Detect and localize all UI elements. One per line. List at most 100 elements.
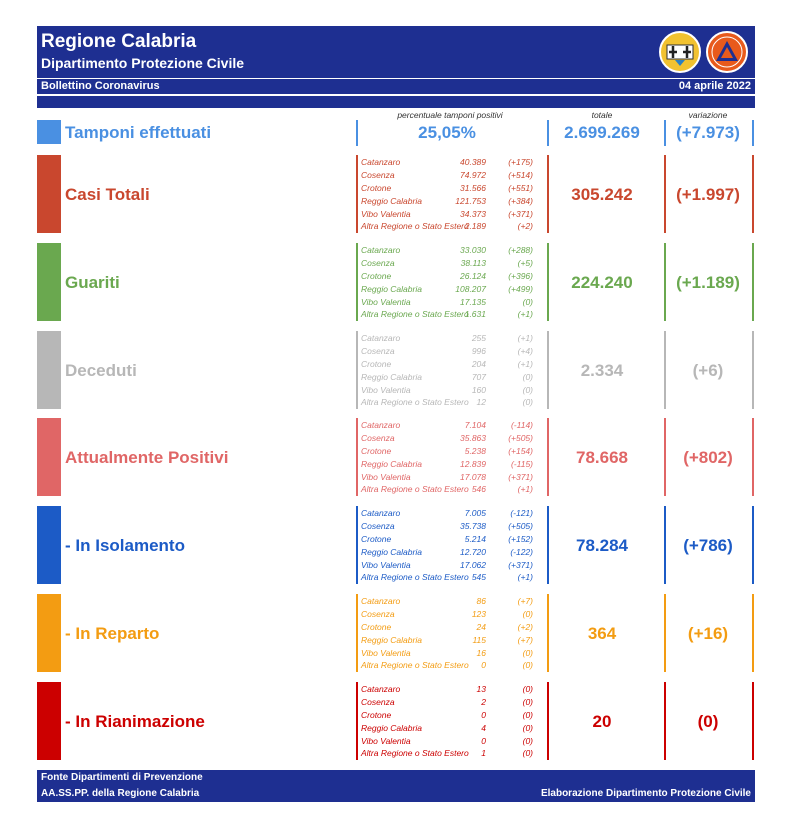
isolamento-label: - In Isolamento xyxy=(65,536,185,555)
province-name: Reggio Calabria xyxy=(361,195,422,206)
province-row: Altra Regione o Stato Estero 1.631 (+1) xyxy=(361,308,541,321)
province-name: Cosenza xyxy=(361,345,395,356)
reparto-divider xyxy=(547,594,549,672)
province-value: 31.566 xyxy=(460,182,486,193)
province-delta: (0) xyxy=(522,660,533,671)
province-row: Reggio Calabria 108.207 (+499) xyxy=(361,283,541,296)
province-row: Vibo Valentia 34.373 (+371) xyxy=(361,208,541,221)
province-name: Reggio Calabria xyxy=(361,283,422,294)
province-name: Crotone xyxy=(361,621,392,632)
header-bar: Regione Calabria Dipartimento Protezione… xyxy=(37,26,755,78)
province-value: 16 xyxy=(476,647,486,658)
province-delta: (-114) xyxy=(510,420,533,430)
province-delta: (+1) xyxy=(517,572,533,583)
province-name: Catanzaro xyxy=(361,684,401,694)
province-row: Cosenza 2 (0) xyxy=(361,696,541,709)
province-delta: (0) xyxy=(522,296,533,307)
isolamento-row: - In Isolamento Catanzaro 7.005 (-121) Cosen… xyxy=(37,506,755,584)
province-row: Crotone 204 (+1) xyxy=(361,358,541,371)
province-value: 17.135 xyxy=(460,296,486,307)
rianimazione-divider xyxy=(547,682,549,760)
province-row: Crotone 24 (+2) xyxy=(361,621,541,634)
province-value: 0 xyxy=(481,709,486,720)
province-row: Catanzaro 7.005 (-121) xyxy=(361,507,541,520)
province-delta: (0) xyxy=(522,384,533,395)
province-row: Altra Regione o Stato Estero 545 (+1) xyxy=(361,571,541,584)
province-row: Cosenza 38.113 (+5) xyxy=(361,257,541,270)
province-delta: (0) xyxy=(522,397,533,408)
province-delta: (+288) xyxy=(508,245,533,255)
rianimazione-variation: (0) xyxy=(697,712,719,731)
province-name: Cosenza xyxy=(361,520,395,531)
province-value: 74.972 xyxy=(460,169,486,180)
province-row: Reggio Calabria 115 (+7) xyxy=(361,634,541,647)
deceduti-divider xyxy=(664,331,666,409)
province-delta: (+5) xyxy=(517,257,533,268)
deceduti-divider xyxy=(356,331,358,409)
province-row: Cosenza 35.863 (+505) xyxy=(361,432,541,445)
province-delta: (+2) xyxy=(517,221,533,232)
province-row: Catanzaro 33.030 (+288) xyxy=(361,244,541,257)
province-delta: (+384) xyxy=(508,195,533,206)
province-value: 123 xyxy=(471,608,486,619)
isolamento-swatch xyxy=(37,506,61,584)
province-row: Vibo Valentia 17.135 (0) xyxy=(361,296,541,309)
casi-province-list: Catanzaro 40.389 (+175) Cosenza 74.972 (+514)… xyxy=(361,156,541,233)
deceduti-divider xyxy=(547,331,549,409)
tamponi-divider xyxy=(664,120,666,146)
province-row: Cosenza 35.738 (+505) xyxy=(361,520,541,533)
reparto-label: - In Reparto xyxy=(65,624,160,643)
province-delta: (0) xyxy=(522,684,533,694)
province-value: 4 xyxy=(481,722,486,733)
province-value: 0 xyxy=(481,735,486,746)
variation-column-header: variazione xyxy=(688,110,728,120)
province-value: 2 xyxy=(481,696,486,707)
positivi-divider xyxy=(356,418,358,496)
province-row: Reggio Calabria 12.720 (-122) xyxy=(361,546,541,559)
province-row: Cosenza 996 (+4) xyxy=(361,345,541,358)
province-value: 35.738 xyxy=(460,520,486,531)
positivi-divider xyxy=(664,418,666,496)
casi-label: Casi Totali xyxy=(65,185,150,204)
province-name: Altra Regione o Stato Estero xyxy=(361,221,469,232)
province-row: Catanzaro 13 (0) xyxy=(361,683,541,696)
province-row: Crotone 31.566 (+551) xyxy=(361,182,541,195)
province-delta: (+1) xyxy=(517,358,533,369)
province-delta: (-115) xyxy=(510,458,533,469)
guariti-total: 224.240 xyxy=(571,273,633,292)
tamponi-divider xyxy=(356,120,358,146)
casi-total: 305.242 xyxy=(571,185,633,204)
reparto-row: - In Reparto Catanzaro 86 (+7) Cosenza 123 (0)… xyxy=(37,594,755,672)
casi-variation: (+1.997) xyxy=(676,185,740,204)
province-name: Catanzaro xyxy=(361,508,401,518)
province-value: 255 xyxy=(471,333,486,343)
casi-divider xyxy=(356,155,358,233)
guariti-divider xyxy=(356,243,358,321)
province-delta: (+371) xyxy=(508,471,533,482)
province-row: Altra Regione o Stato Estero 1 (0) xyxy=(361,747,541,760)
positivi-divider xyxy=(752,418,754,496)
province-row: Reggio Calabria 12.839 (-115) xyxy=(361,458,541,471)
guariti-label: Guariti xyxy=(65,273,120,292)
isolamento-total: 78.284 xyxy=(576,536,628,555)
province-name: Vibo Valentia xyxy=(361,208,411,219)
casi-row: Casi Totali Catanzaro 40.389 (+175) Cosenza 7… xyxy=(37,155,755,233)
province-value: 12.839 xyxy=(460,458,486,469)
footer-source: Fonte Dipartimenti di Prevenzione xyxy=(41,772,203,783)
footer-source-line2: AA.SS.PP. della Regione Calabria xyxy=(41,788,200,799)
positivi-label: Attualmente Positivi xyxy=(65,448,229,467)
positivi-divider xyxy=(547,418,549,496)
tamponi-percent: 25,05% xyxy=(418,123,476,142)
province-row: Catanzaro 40.389 (+175) xyxy=(361,156,541,169)
province-name: Crotone xyxy=(361,358,392,369)
protezione-civile-logo-icon xyxy=(706,31,748,73)
positivi-row: Attualmente Positivi Catanzaro 7.104 (-114)… xyxy=(37,418,755,496)
isolamento-province-list: Catanzaro 7.005 (-121) Cosenza 35.738 (+505) C… xyxy=(361,507,541,584)
province-value: 7.104 xyxy=(464,420,486,430)
province-value: 13 xyxy=(476,684,486,694)
province-delta: (0) xyxy=(522,709,533,720)
page-subtitle: Dipartimento Protezione Civile xyxy=(41,55,245,71)
province-name: Vibo Valentia xyxy=(361,559,411,570)
province-row: Vibo Valentia 160 (0) xyxy=(361,384,541,397)
province-value: 24 xyxy=(476,621,486,632)
